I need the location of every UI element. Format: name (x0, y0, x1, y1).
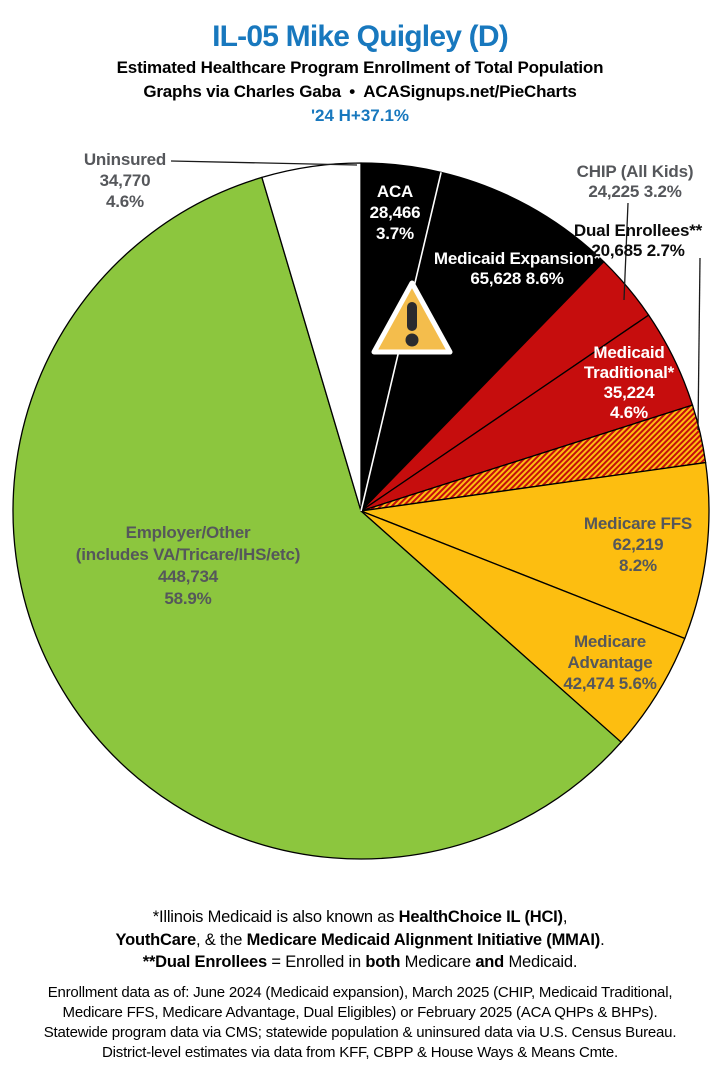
pie-label-aca: ACA 28,466 3.7% (343, 181, 447, 244)
footnote-text: Medicare (400, 953, 476, 971)
source-footnote: Enrollment data as of: June 2024 (Medica… (0, 983, 720, 1063)
slice-value-pct: 42,474 5.6% (538, 673, 682, 694)
page-title: IL-05 Mike Quigley (D) (212, 20, 509, 53)
footnote-text: Medicare Medicaid Alignment Initiative (… (246, 930, 601, 949)
leader-line-dual-enrollees (697, 257, 701, 431)
footnote-text: *Illinois Medicaid is also known as (152, 908, 399, 926)
footnote-text: . (600, 930, 605, 949)
slice-value: 448,734 (157, 567, 219, 586)
footnote-text: both (365, 953, 401, 971)
pie-label-uninsured: Uninsured 34,770 4.6% (41, 149, 209, 212)
footnote-text: = Enrolled in (267, 953, 366, 971)
slice-name: Medicare FFS (583, 514, 693, 533)
leader-line-chip (623, 202, 629, 301)
footnote-line: Statewide program data via CMS; statewid… (43, 1024, 677, 1041)
slice-value: 62,219 (612, 535, 664, 554)
footnote-text: , (562, 908, 568, 926)
footnote-line: *Illinois Medicaid is also known as Heal… (0, 906, 720, 929)
footnote-text: Medicaid. (504, 953, 578, 971)
swing-tagline: '24 H+37.1% (310, 106, 410, 125)
slice-value: 28,466 (369, 203, 421, 222)
slice-value: 20,685 (591, 241, 643, 260)
slice-value-pct: 24,225 3.2% (553, 182, 717, 202)
pie-label-dual-enrollees: Dual Enrollees** 20,685 2.7% (554, 221, 720, 261)
leader-line-uninsured (170, 160, 358, 166)
pie-label-medicare-advantage: Medicare Advantage 42,474 5.6% (538, 631, 682, 694)
pie-label-medicare-ffs: Medicare FFS 62,219 8.2% (556, 513, 720, 576)
slice-name: Medicaid Traditional* (583, 343, 675, 382)
slice-name-2: (includes VA/Tricare/IHS/etc) (75, 545, 301, 564)
pie-label-medicaid-expansion: Medicaid Expansion* 65,628 8.6% (401, 249, 633, 289)
pie-slice-medicare-ffs (360, 461, 710, 640)
footnote-line: Medicare FFS, Medicare Advantage, Dual E… (62, 1004, 658, 1021)
footnote-line: District-level estimates via data from K… (102, 1044, 618, 1061)
footnote-text: **Dual Enrollees (142, 953, 267, 971)
slice-pct: 4.6% (610, 403, 648, 422)
pie-label-employer-other: Employer/Other (includes VA/Tricare/IHS/… (33, 522, 343, 610)
footnote-line: Enrollment data as of: June 2024 (Medica… (47, 984, 673, 1001)
footnote-text: HealthChoice IL (HCI) (398, 908, 563, 926)
slice-value: 65,628 (470, 269, 522, 288)
slice-value: 34,770 (99, 171, 151, 190)
slice-pct: 3.7% (376, 224, 414, 243)
footnote-text: and (475, 953, 505, 971)
pie-slice-employer-other (12, 176, 622, 860)
slice-value-pct: 65,628 8.6% (401, 269, 633, 289)
slice-name: Medicaid Expansion* (433, 249, 601, 268)
footnote-text: YouthCare (115, 930, 197, 949)
pie-slice-uninsured (261, 162, 362, 512)
slice-value: 42,474 (563, 674, 615, 693)
warning-triangle-graphic (371, 280, 453, 355)
slice-value: 24,225 (588, 182, 640, 201)
slice-pct: 58.9% (164, 589, 212, 608)
slice-name: Dual Enrollees** (573, 221, 703, 240)
slice-pct: 8.6% (525, 269, 564, 288)
slice-name: Employer/Other (125, 523, 251, 542)
slice-value-pct: 20,685 2.7% (554, 241, 720, 261)
slice-pct: 3.2% (643, 182, 682, 201)
slice-value: 35,224 (603, 383, 655, 402)
pie-label-medicaid-traditional: Medicaid Traditional* 35,224 4.6% (568, 343, 690, 423)
slice-pct: 4.6% (106, 192, 144, 211)
slice-name: CHIP (All Kids) (576, 162, 694, 181)
pie-label-chip: CHIP (All Kids) 24,225 3.2% (553, 162, 717, 202)
footnote-line: **Dual Enrollees = Enrolled in both Medi… (0, 951, 720, 974)
footnote-line: YouthCare, & the Medicare Medicaid Align… (0, 929, 720, 952)
slice-name: Medicare Advantage (567, 632, 653, 672)
subtitle: Estimated Healthcare Program Enrollment … (116, 58, 604, 77)
warning-icon (366, 276, 458, 362)
slice-pct: 5.6% (618, 674, 657, 693)
slice-name: ACA (376, 182, 414, 201)
slice-name: Uninsured (83, 150, 167, 169)
credit-line: Graphs via Charles Gaba • ACASignups.net… (143, 82, 577, 101)
medicaid-footnote: *Illinois Medicaid is also known as Heal… (0, 906, 720, 974)
slice-pct: 2.7% (646, 241, 685, 260)
slice-pct: 8.2% (619, 556, 657, 575)
footnote-text: , & the (195, 930, 247, 949)
